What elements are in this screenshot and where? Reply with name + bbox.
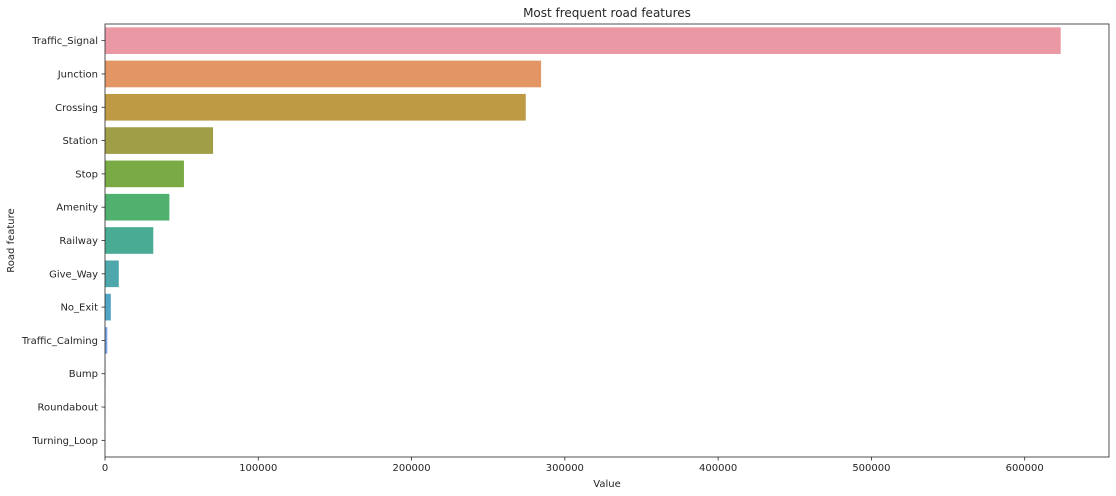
x-tick-label: 600000: [1006, 463, 1044, 474]
y-tick-label: Crossing: [55, 103, 98, 114]
y-tick-label: Bump: [69, 369, 98, 380]
bar-stop: [105, 160, 184, 188]
y-tick-label: Traffic_Calming: [21, 336, 98, 347]
x-tick-label: 200000: [392, 463, 430, 474]
bar-traffic-signal: [105, 27, 1061, 54]
x-ticks: 0 100000 200000 300000 400000 500000 600000: [102, 457, 1044, 474]
x-tick-label: 500000: [852, 463, 890, 474]
bar-give-way: [105, 260, 119, 288]
y-tick-label: Station: [62, 136, 98, 147]
bar-station: [105, 127, 214, 154]
bar-junction: [105, 60, 542, 88]
y-tick-label: Stop: [75, 169, 98, 180]
chart-title: Most frequent road features: [523, 6, 691, 20]
bar-railway: [105, 227, 154, 254]
y-tick-label: Give_Way: [49, 269, 98, 280]
bar-no-exit: [105, 293, 111, 321]
y-tick-labels: Traffic_Signal Junction Crossing Station Sto…: [21, 36, 105, 447]
y-tick-label: Turning_Loop: [31, 436, 98, 447]
x-tick-label: 300000: [546, 463, 584, 474]
x-axis-title: Value: [593, 479, 620, 490]
plot-frame: [104, 23, 1110, 458]
y-tick-label: Amenity: [56, 203, 98, 214]
y-tick-label: Railway: [59, 236, 98, 247]
y-axis-title: Road feature: [6, 208, 17, 272]
x-tick-label: 100000: [239, 463, 277, 474]
y-tick-label: Junction: [57, 69, 98, 80]
bar-crossing: [105, 93, 526, 121]
x-tick-label: 0: [102, 463, 108, 474]
bars-group: [105, 27, 1061, 421]
y-tick-label: Traffic_Signal: [31, 36, 98, 47]
x-tick-label: 400000: [699, 463, 737, 474]
y-tick-label: No_Exit: [60, 303, 98, 314]
bar-amenity: [105, 193, 170, 221]
bar-traffic-calming: [105, 327, 108, 354]
y-tick-label: Roundabout: [38, 403, 99, 414]
